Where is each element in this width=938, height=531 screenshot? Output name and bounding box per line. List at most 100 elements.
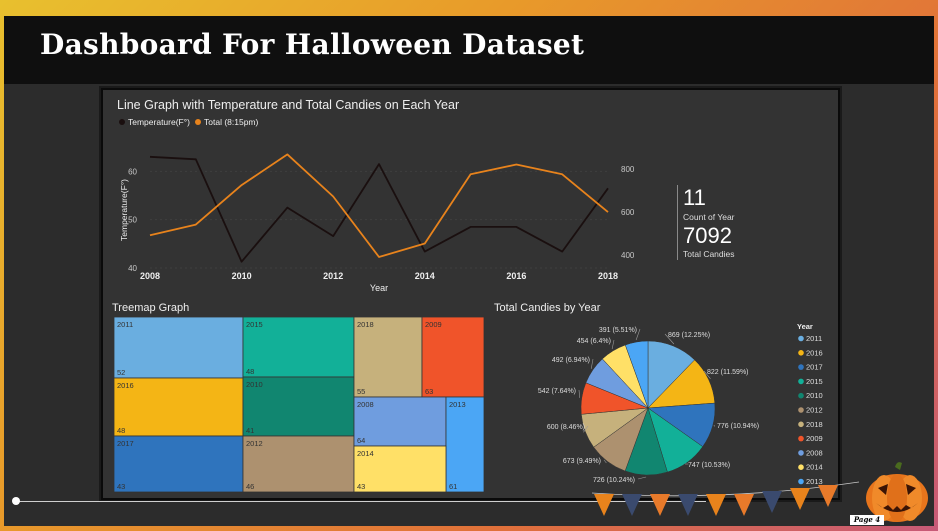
pie-data-label: 726 (10.24%) [593,477,635,484]
treemap-cell-label: 2011 [117,320,133,329]
treemap-cell-value: 41 [246,426,254,435]
pie-data-label: 673 (9.49%) [563,458,601,465]
treemap-cell-label: 2015 [246,320,263,329]
pie-legend-label: 2015 [806,377,823,386]
bunting-decoration [591,481,860,516]
pie-legend-title: Year [797,322,813,331]
pie-leader-line [583,425,589,433]
y2-tick-label: 600 [621,208,635,217]
total-candies-value: 7092 [683,223,732,248]
treemap-title: Treemap Graph [112,302,190,314]
dashboard-panel: Line Graph with Temperature and Total Ca… [101,88,840,500]
treemap-cell-value: 43 [357,482,365,491]
bunting-flag [790,488,810,510]
pie-leader-line [713,424,715,427]
treemap-cell-label: 2016 [117,381,134,390]
treemap-cell-label: 2017 [117,439,134,448]
treemap-cell-label: 2012 [246,439,263,448]
treemap-cell-2016 [113,377,244,437]
y-tick-label: 50 [128,216,137,225]
pie-data-label: 391 (5.51%) [599,327,637,334]
pie-legend-label: 2012 [806,406,823,415]
pie-legend-marker [798,421,804,428]
bunting-flag [650,494,670,516]
pie-legend-label: 2013 [806,477,823,486]
count-of-year-label: Count of Year [683,212,735,222]
legend-label: Temperature(F°) [128,117,190,127]
treemap-cell-value: 61 [449,482,457,491]
progress-marker [12,497,20,505]
total-candies-label: Total Candies [683,249,735,259]
y-tick-label: 60 [128,167,137,176]
bunting-string [591,481,860,497]
treemap-cell-value: 48 [117,426,125,435]
x-tick-label: 2010 [232,271,252,281]
slide-title: Dashboard For Halloween Dataset [40,28,585,61]
pie-slice-2013 [624,340,649,409]
treemap-cell-2011 [113,316,244,379]
treemap-cell-2008 [353,396,447,447]
pie-leader-line [590,358,594,369]
bunting-flag [594,494,614,516]
pie-legend-label: 2016 [806,348,823,357]
pie-legend-label: 2009 [806,434,823,443]
treemap-cell-2010 [242,376,355,437]
pie-leader-line [611,339,615,350]
kpi-cards: 11 Count of Year 7092 Total Candies [677,185,798,260]
pie-chart-title: Total Candies by Year [494,302,601,314]
treemap-cell-value: 46 [246,482,254,491]
pie-data-label: 492 (6.94%) [552,357,590,364]
treemap-cell-label: 2010 [246,380,263,389]
bunting-flag [762,491,782,513]
legend-label: Total (8:15pm) [204,117,258,127]
treemap-cell-value: 52 [117,368,125,377]
treemap-cell-2013 [445,396,485,493]
pie-legend-marker [798,335,804,342]
pie-legend-marker [798,478,804,485]
pie-data-label: 542 (7.64%) [538,388,576,395]
treemap-cell-value: 64 [357,436,365,445]
y-axis-title: Temperature(F°) [119,179,129,241]
pie-legend-marker [798,350,804,356]
slide: Dashboard For Halloween Dataset Line Gra… [4,16,934,526]
treemap-cell-value: 48 [246,367,254,376]
pie-legend-marker [798,392,804,399]
bunting-flag [818,485,838,507]
pie-legend-label: 2008 [806,448,823,457]
count-of-year-value: 11 [683,185,706,210]
title-bar: Dashboard For Halloween Dataset [4,16,934,84]
treemap-cell-label: 2008 [357,400,374,409]
page-number: Page 4 [850,515,884,525]
pie-leader-line [635,328,641,341]
x-tick-label: 2008 [140,271,160,281]
legend-marker [195,119,201,125]
treemap-cell-value: 55 [357,387,365,396]
pie-legend-marker [798,378,804,385]
bunting-flag [678,494,698,516]
treemap-cell-2009 [421,316,485,398]
pie-leader-line [637,476,647,480]
treemap-cell-value: 43 [117,482,125,491]
treemap-cell-2012 [242,435,355,493]
temperature-line [149,155,609,263]
treemap-chart: 2011 52 2016 48 2017 43 2015 48 2010 41 2012 46 2018… [113,316,485,493]
pie-legend-label: 2014 [806,463,823,472]
total-candies-line [149,153,609,258]
treemap-cell-2018 [353,316,423,398]
legend-marker [119,119,125,125]
treemap-cell-label: 2013 [449,400,466,409]
pie-leader-line [703,370,711,379]
x-tick-label: 2016 [506,271,526,281]
pie-legend-marker [798,450,804,456]
pie-data-label: 454 (6.4%) [577,338,611,345]
pie-legend-label: 2011 [806,334,822,343]
jack-o-lantern-icon [866,462,928,522]
pie-leader-line [603,459,607,464]
pie-legend-marker [798,364,804,370]
bunting-flag [622,494,642,516]
treemap-cell-label: 2009 [425,320,442,329]
pie-legend-label: 2010 [806,391,823,400]
treemap-cell-value: 63 [425,387,433,396]
pie-legend-label: 2017 [806,363,823,372]
pie-legend-label: 2018 [806,420,823,429]
